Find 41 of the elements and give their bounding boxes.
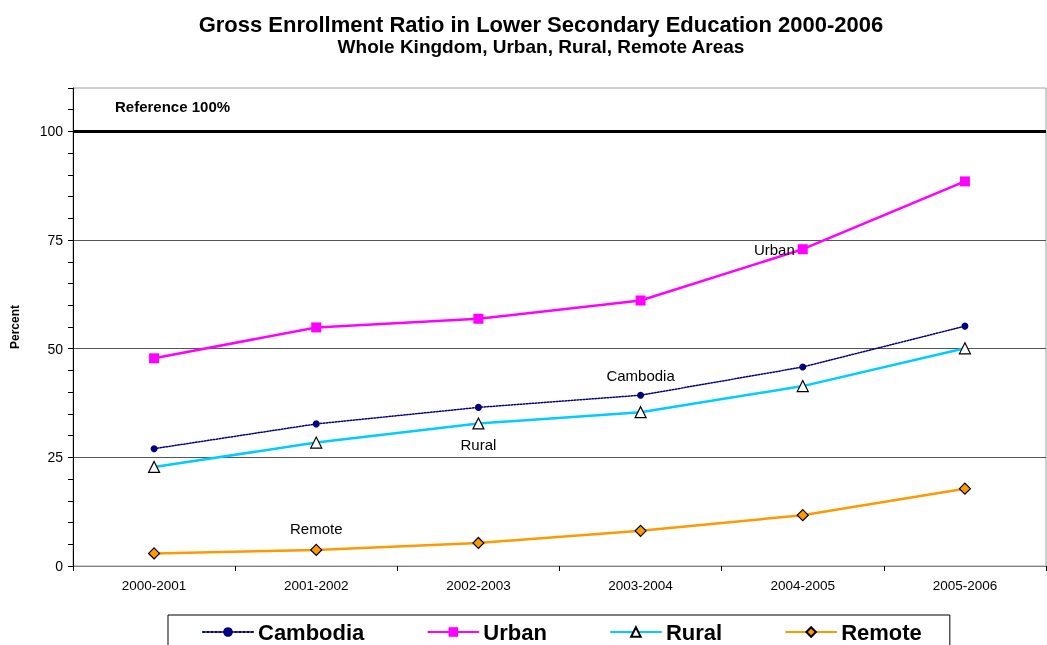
x-tick-label: 2001-2002	[283, 577, 349, 593]
point	[797, 244, 808, 255]
point	[959, 176, 970, 187]
y-tick-label: 50	[47, 340, 64, 357]
legend-label: Urban	[483, 619, 547, 645]
point	[312, 420, 320, 428]
point	[637, 391, 645, 399]
y-tick-label: 0	[55, 558, 64, 574]
point	[799, 363, 807, 371]
point	[474, 403, 482, 411]
point	[147, 547, 161, 560]
x-tick-label: 2005-2006	[932, 577, 998, 593]
x-tick-label: 2003-2004	[608, 577, 674, 593]
x-tick-label: 2002-2003	[446, 577, 511, 593]
point	[150, 445, 158, 453]
annotation: Urban	[753, 240, 795, 258]
annotation: Rural	[460, 435, 497, 453]
annotation: Cambodia	[606, 366, 676, 384]
chart-subtitle: Whole Kingdom, Urban, Rural, Remote Areas	[337, 36, 745, 57]
x-tick-label: 2004-2005	[770, 577, 836, 593]
legend-label: Remote	[841, 619, 922, 645]
point	[958, 482, 972, 495]
point	[149, 353, 160, 364]
legend-label: Cambodia	[258, 619, 366, 645]
y-tick-label: 25	[47, 449, 64, 466]
y-tick-label: 100	[39, 123, 64, 140]
point	[635, 295, 646, 306]
y-axis-title: Percent	[8, 304, 22, 350]
point	[634, 524, 647, 537]
annotation: Remote	[289, 520, 343, 538]
ref-line-label: Reference 100%	[115, 97, 231, 115]
point	[311, 322, 322, 333]
legend-label: Rural	[665, 619, 723, 645]
point	[310, 543, 323, 557]
point	[472, 536, 485, 550]
point	[473, 313, 484, 324]
point	[796, 509, 809, 522]
x-tick-label: 2000-2001	[121, 577, 187, 593]
point	[961, 322, 969, 330]
chart-title: Gross Enrollment Ratio in Lower Secondary Education 2000-2006	[198, 11, 884, 37]
y-tick-label: 75	[47, 232, 64, 249]
